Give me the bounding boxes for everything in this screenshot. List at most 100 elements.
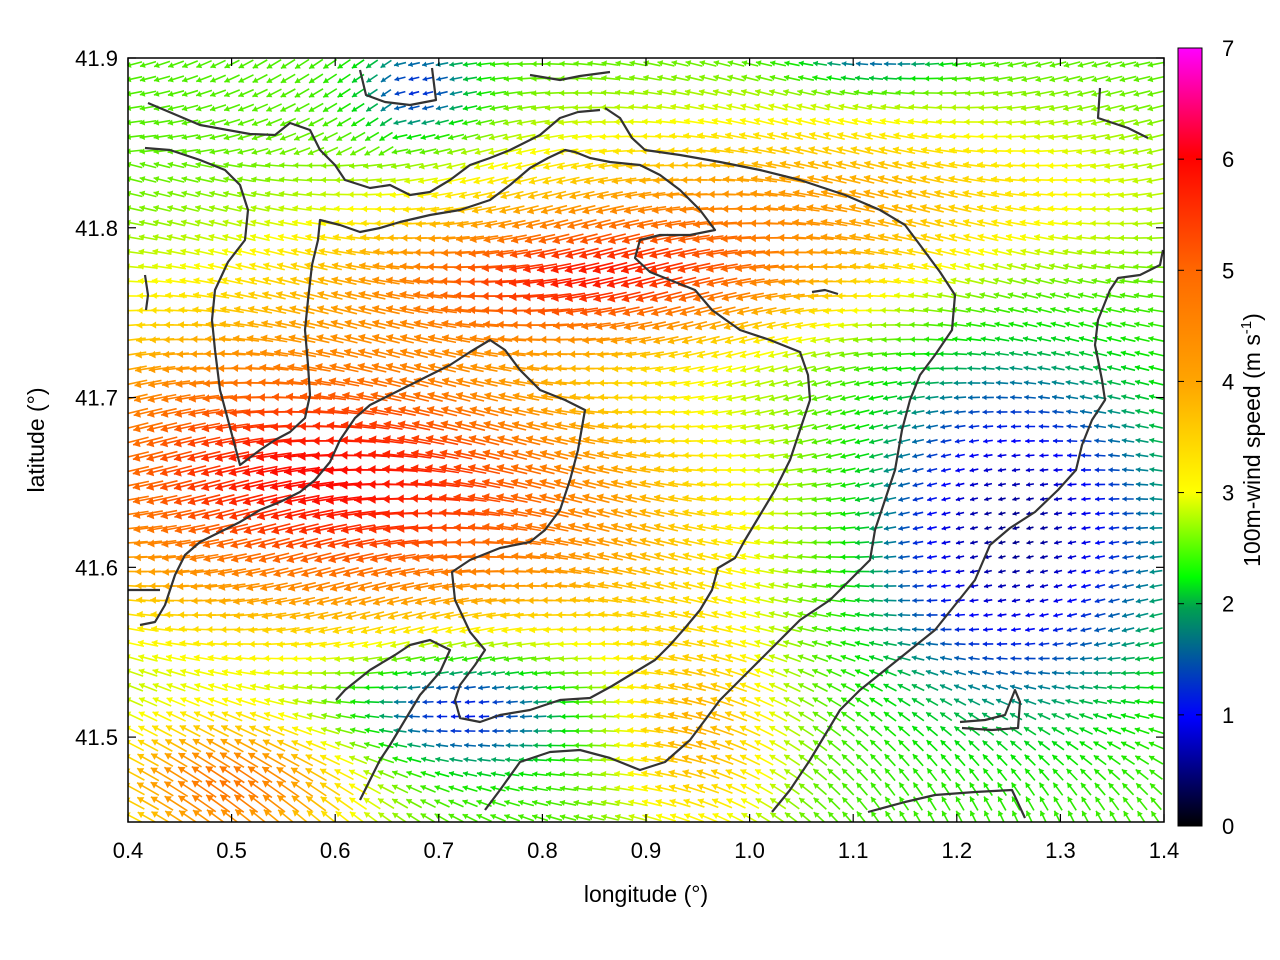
wind-vector bbox=[476, 76, 492, 82]
wind-vector bbox=[840, 423, 856, 431]
wind-vector bbox=[1093, 670, 1107, 676]
wind-vector bbox=[153, 161, 171, 169]
wind-vector bbox=[1012, 540, 1020, 545]
wind-vector bbox=[435, 742, 449, 748]
wind-vector bbox=[1148, 727, 1164, 735]
wind-vector bbox=[925, 697, 939, 707]
wind-vector bbox=[855, 753, 869, 767]
wind-vector bbox=[741, 74, 759, 82]
wind-vector bbox=[995, 684, 1009, 691]
wind-vector bbox=[783, 725, 801, 737]
wind-vector bbox=[1067, 810, 1075, 822]
wind-vector bbox=[954, 767, 966, 782]
wind-vector bbox=[167, 60, 185, 69]
wind-vector bbox=[898, 767, 910, 782]
wind-vector bbox=[980, 336, 996, 342]
wind-vector bbox=[139, 119, 157, 126]
wind-vector bbox=[938, 351, 954, 357]
wind-vector bbox=[432, 162, 452, 170]
wind-vector bbox=[954, 626, 966, 633]
wind-vector bbox=[1051, 740, 1065, 751]
wind-vector bbox=[436, 76, 448, 82]
wind-vector bbox=[780, 131, 804, 140]
colorbar-tick-label: 6 bbox=[1222, 147, 1234, 172]
wind-vector bbox=[1147, 133, 1164, 141]
wind-vector bbox=[1093, 641, 1107, 647]
wind-vector bbox=[854, 511, 870, 517]
wind-vector bbox=[489, 61, 507, 68]
wind-vector bbox=[237, 161, 255, 169]
wind-vector bbox=[1008, 321, 1024, 328]
wind-vector bbox=[1011, 627, 1021, 633]
wind-vector bbox=[863, 189, 889, 199]
wind-vector bbox=[380, 103, 392, 112]
colorbar-tick-label: 2 bbox=[1222, 592, 1234, 617]
wind-vector bbox=[461, 133, 479, 141]
wind-vector bbox=[925, 725, 939, 737]
wind-vector bbox=[764, 189, 792, 198]
wind-vector bbox=[769, 783, 787, 795]
wind-vector bbox=[855, 782, 869, 796]
wind-vector bbox=[251, 176, 269, 183]
wind-vector bbox=[219, 751, 245, 769]
wind-vector bbox=[941, 583, 951, 589]
wind-vector bbox=[1122, 481, 1134, 488]
wind-vector bbox=[238, 59, 254, 69]
wind-vector bbox=[1134, 741, 1150, 750]
wind-vector bbox=[1053, 554, 1063, 560]
wind-vector bbox=[1025, 467, 1035, 473]
wind-vector bbox=[968, 767, 980, 782]
wind-vector bbox=[1123, 810, 1132, 822]
wind-vector bbox=[1022, 306, 1038, 314]
wind-vector bbox=[265, 132, 283, 141]
wind-vector bbox=[1135, 641, 1149, 648]
wind-vector bbox=[1148, 350, 1164, 357]
wind-vector bbox=[1067, 540, 1077, 545]
wind-vector bbox=[181, 148, 199, 155]
wind-vector bbox=[951, 90, 969, 97]
wind-vector bbox=[983, 583, 993, 589]
wind-vector bbox=[529, 148, 551, 156]
wind-vector bbox=[898, 753, 910, 767]
wind-vector bbox=[912, 569, 924, 575]
wind-vector bbox=[967, 712, 981, 721]
contour-line bbox=[143, 274, 150, 311]
wind-vector bbox=[153, 176, 171, 183]
wind-vector bbox=[337, 73, 351, 84]
wind-vector bbox=[1121, 408, 1135, 415]
wind-vector bbox=[925, 409, 939, 415]
wind-vector bbox=[778, 189, 806, 198]
wind-vector bbox=[1053, 583, 1063, 589]
wind-vector bbox=[560, 756, 576, 763]
wind-vector bbox=[1024, 754, 1036, 766]
wind-vector bbox=[797, 74, 815, 81]
wind-vector bbox=[1051, 698, 1065, 705]
wind-vector bbox=[725, 117, 747, 126]
wind-vector bbox=[546, 684, 562, 691]
wind-vector bbox=[1011, 467, 1021, 473]
wind-vector bbox=[422, 713, 434, 720]
wind-vector bbox=[1052, 782, 1064, 796]
wind-vector bbox=[1146, 148, 1164, 156]
wind-vector bbox=[870, 782, 882, 796]
wind-vector bbox=[811, 568, 829, 575]
wind-vector bbox=[1107, 670, 1121, 676]
wind-vector bbox=[610, 191, 638, 200]
wind-vector bbox=[422, 728, 434, 734]
wind-vector bbox=[1108, 612, 1120, 618]
wind-vector bbox=[393, 684, 407, 691]
wind-vector bbox=[998, 540, 1006, 545]
wind-vector bbox=[1094, 583, 1106, 589]
wind-vector bbox=[1048, 119, 1068, 126]
wind-vector bbox=[769, 768, 787, 781]
wind-vector bbox=[1122, 554, 1134, 560]
wind-vector bbox=[1148, 641, 1164, 648]
wind-vector bbox=[181, 119, 199, 126]
wind-vector bbox=[504, 799, 520, 807]
wind-vector bbox=[462, 771, 478, 777]
wind-vector bbox=[783, 696, 801, 708]
wind-vector bbox=[568, 204, 596, 215]
wind-vector bbox=[834, 203, 862, 213]
wind-vector bbox=[436, 699, 448, 705]
wind-vector bbox=[1063, 90, 1081, 97]
